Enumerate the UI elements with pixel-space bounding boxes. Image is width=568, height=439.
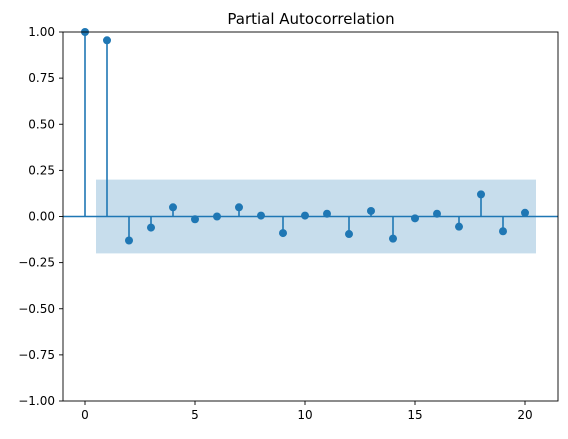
- y-tick-label: −1.00: [18, 394, 55, 408]
- marker-lag-10: [301, 211, 309, 220]
- x-tick-label: 5: [191, 408, 199, 422]
- marker-lag-1: [103, 36, 111, 45]
- y-tick-label: −0.25: [18, 256, 55, 270]
- y-tick-label: 0.75: [28, 71, 55, 85]
- marker-lag-2: [125, 236, 133, 245]
- y-tick-label: 0.00: [28, 210, 55, 224]
- marker-lag-14: [389, 234, 397, 243]
- marker-lag-19: [499, 227, 507, 236]
- marker-lag-13: [367, 206, 375, 215]
- y-tick-label: −0.50: [18, 302, 55, 316]
- marker-lag-20: [521, 208, 529, 217]
- marker-lag-16: [433, 209, 441, 218]
- marker-lag-12: [345, 230, 353, 239]
- marker-lag-8: [257, 211, 265, 220]
- marker-lag-9: [279, 229, 287, 238]
- marker-lag-17: [455, 222, 463, 231]
- x-tick-label: 20: [517, 408, 532, 422]
- marker-lag-5: [191, 215, 199, 224]
- x-tick-label: 10: [297, 408, 312, 422]
- marker-lag-18: [477, 190, 485, 199]
- marker-lag-15: [411, 214, 419, 223]
- x-tick-label: 15: [407, 408, 422, 422]
- marker-lag-7: [235, 203, 243, 212]
- chart-title: Partial Autocorrelation: [227, 10, 394, 28]
- ticks-layer: 0 5 10 15 20 −1.00 −0.75 −0.50 −0.25 0.00 0.25 0.50…: [18, 25, 532, 422]
- marker-lag-4: [169, 203, 177, 212]
- marker-lag-6: [213, 212, 221, 221]
- y-tick-label: 0.25: [28, 163, 55, 177]
- markers-layer: [81, 28, 529, 245]
- y-tick-label: 0.50: [28, 117, 55, 131]
- marker-lag-3: [147, 223, 155, 232]
- x-tick-label: 0: [81, 408, 89, 422]
- y-tick-label: −0.75: [18, 348, 55, 362]
- marker-lag-11: [323, 209, 331, 218]
- y-tick-label: 1.00: [28, 25, 55, 39]
